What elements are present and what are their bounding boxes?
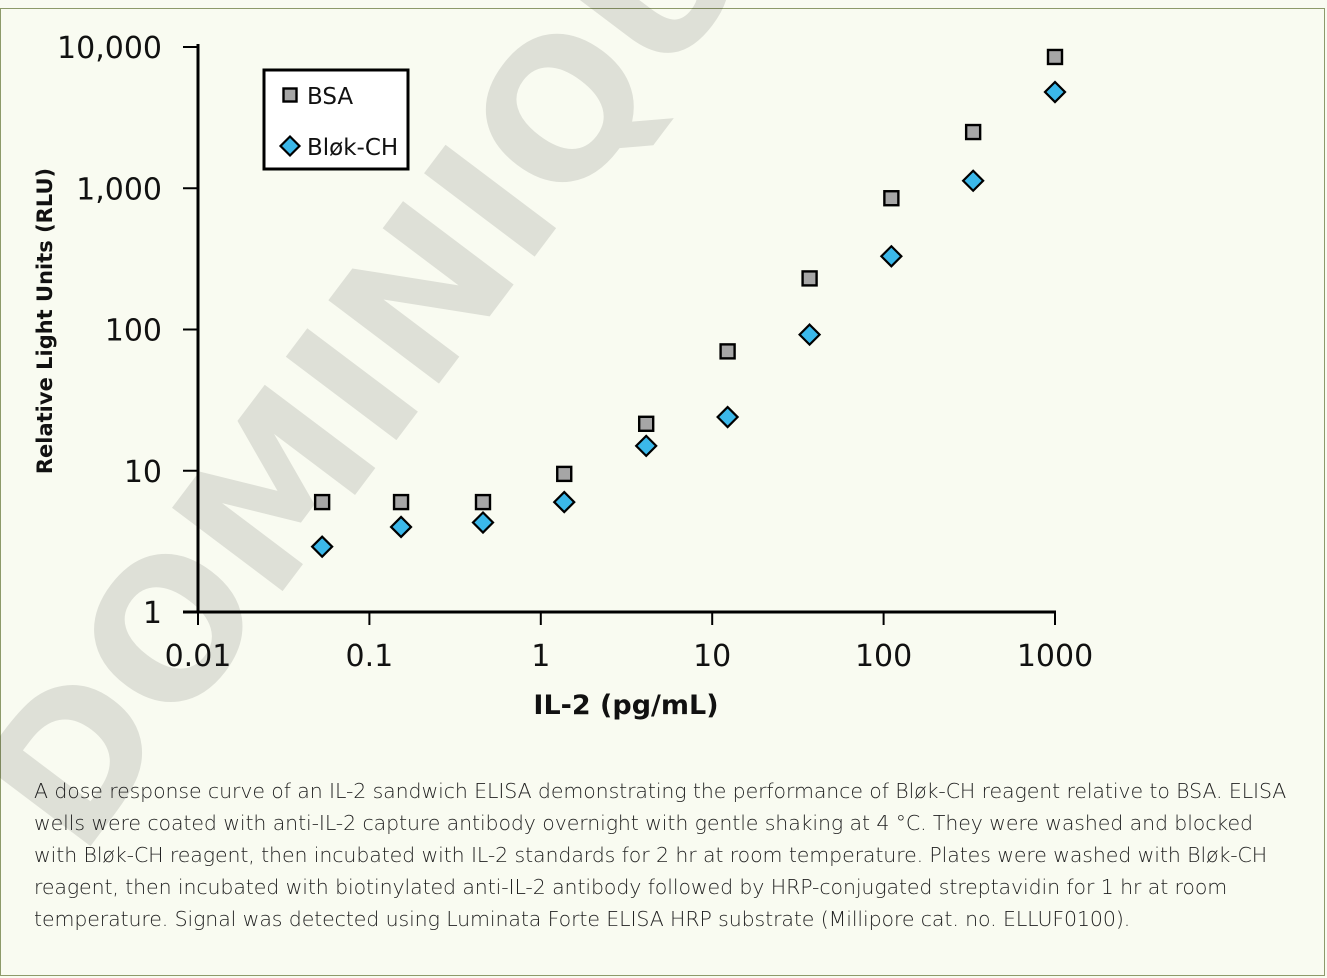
legend: BSA Bløk-CH [262,68,410,171]
data-points [310,48,1067,559]
x-tick-label: 10 [693,639,731,674]
data-point-bsa [883,190,900,207]
data-point-bsa [801,270,818,287]
data-point-bl-k-ch [879,244,903,268]
data-point-bsa [964,123,982,141]
data-point-bl-k-ch [471,510,495,535]
legend-label-bl-k-ch: Bløk-CH [307,135,398,161]
data-point-bsa [1046,48,1064,66]
figure-caption: A dose response curve of an IL-2 sandwic… [34,779,1287,931]
y-tick-label: 100 [105,314,162,349]
data-point-bl-k-ch [798,323,822,347]
data-point-bsa [313,493,331,511]
x-tick-label: 0.1 [346,639,394,674]
data-point-bl-k-ch [389,515,413,539]
y-tick-label: 10,000 [57,31,162,66]
data-point-bsa [392,493,410,511]
data-point-bl-k-ch [634,434,658,458]
legend-marker-bsa [282,87,298,103]
data-point-bl-k-ch [716,405,740,429]
x-tick-label: 0.01 [165,639,232,674]
x-tick-label: 100 [855,639,912,674]
data-point-bsa [556,465,573,483]
y-tick-label: 1 [143,596,162,631]
y-tick-label: 10 [124,455,162,490]
legend-marker-bl-k-ch [278,134,302,158]
y-ticks: 1 10 100 1,000 10,000 [57,31,198,631]
data-point-bl-k-ch [1043,80,1067,104]
data-point-bl-k-ch [961,169,985,193]
y-tick-label: 1,000 [76,172,162,207]
axes [183,44,1056,614]
x-axis-title: IL-2 (pg/mL) [533,690,718,721]
data-point-bl-k-ch [310,535,334,559]
x-ticks: 0.01 0.1 1 10 100 1000 [165,612,1093,674]
x-tick-label: 1 [531,639,550,674]
figure-frame [0,8,1325,976]
data-point-bsa [474,493,492,511]
y-axis-title: Relative Light Units (RLU) [33,168,57,474]
data-point-bsa [637,415,655,432]
data-point-bl-k-ch [552,490,576,514]
legend-label-bsa: BSA [307,84,353,110]
data-point-bsa [719,343,736,360]
x-tick-label: 1000 [1017,639,1093,674]
